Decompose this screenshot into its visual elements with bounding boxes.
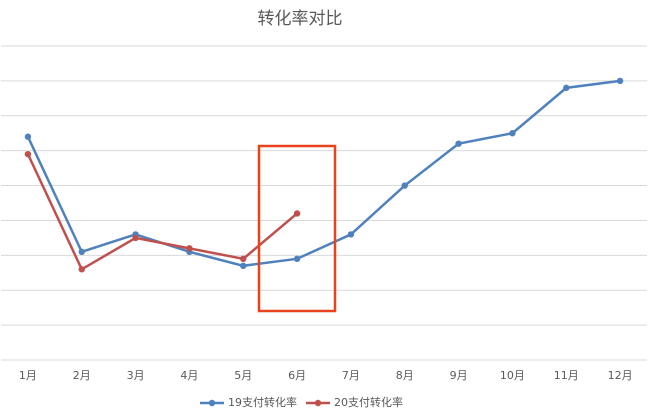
data-point: [186, 245, 193, 252]
data-point: [563, 84, 570, 92]
series-line: [26, 153, 298, 272]
highlight-box: [257, 144, 337, 313]
x-tick-label: 7月: [342, 369, 360, 382]
plot: [24, 77, 624, 273]
data-point: [616, 77, 624, 85]
chart-title: 转化率对比: [258, 9, 343, 29]
x-tick-label: 8月: [396, 369, 414, 382]
data-point: [401, 182, 408, 189]
grid: [1, 45, 647, 361]
x-tick-label: 4月: [180, 369, 198, 382]
data-point: [240, 262, 247, 269]
data-point: [78, 266, 85, 273]
data-point: [240, 255, 247, 263]
legend-marker: [314, 399, 322, 407]
data-point: [347, 231, 355, 238]
data-point: [455, 140, 462, 147]
x-tick-label: 1月: [19, 369, 37, 382]
legend-marker: [208, 399, 216, 407]
data-point: [24, 133, 32, 140]
series-line: [26, 79, 621, 268]
x-tick-label: 3月: [127, 369, 145, 382]
data-point: [509, 130, 516, 137]
legend: 19支付转化率 20支付转化率: [200, 395, 403, 409]
x-tick-label: 6月: [288, 369, 306, 382]
data-point: [293, 255, 301, 263]
legend-label: 19支付转化率: [228, 395, 297, 409]
x-tick-label: 9月: [450, 369, 468, 382]
data-point: [293, 210, 301, 217]
data-point: [24, 150, 32, 158]
x-tick-label: 10月: [500, 369, 525, 382]
legend-label: 20支付转化率: [334, 395, 403, 409]
x-tick-label: 2月: [73, 369, 91, 382]
data-point: [78, 248, 85, 256]
x-tick-label: 5月: [234, 369, 252, 382]
data-point: [132, 234, 139, 242]
x-tick-label: 11月: [554, 369, 579, 382]
x-tick-label: 12月: [608, 369, 633, 382]
